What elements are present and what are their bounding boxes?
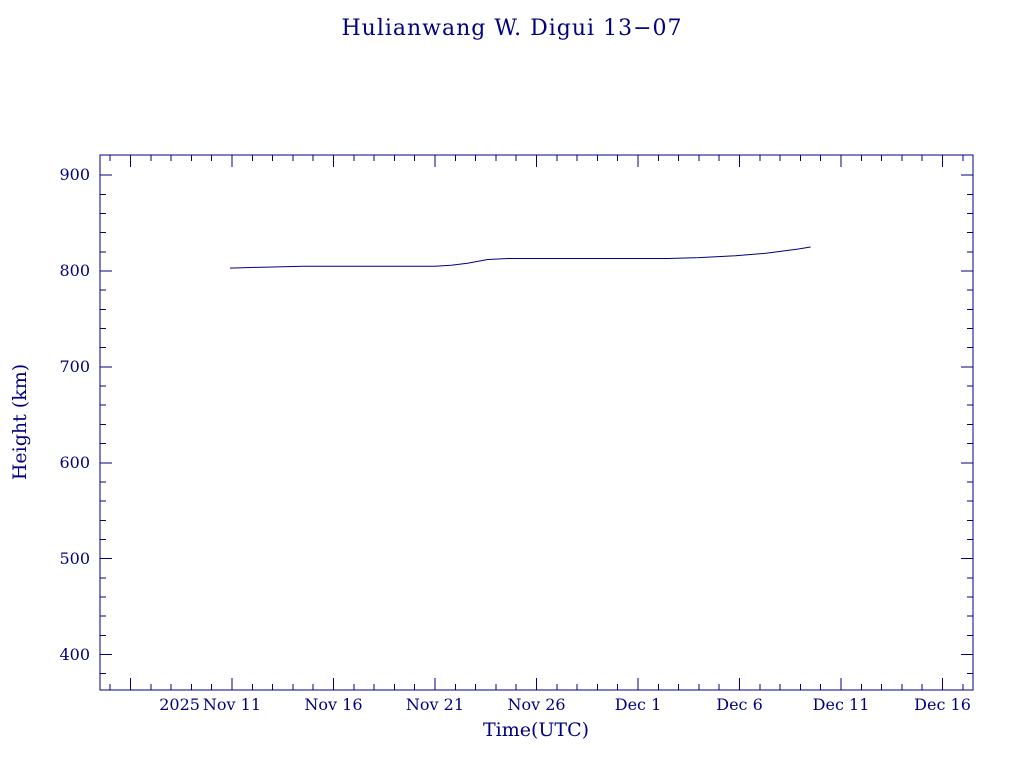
height-series-line <box>229 246 811 269</box>
y-tick-label: 400 <box>59 644 90 664</box>
x-tick-label: Nov 11 <box>202 695 262 714</box>
y-tick-label: 800 <box>59 261 90 280</box>
x-tick-year-prefix: 2025 <box>159 695 200 714</box>
x-tick-label: Dec 1 <box>614 695 662 714</box>
plot-frame <box>99 154 974 691</box>
y-tick-label: 700 <box>59 356 90 376</box>
x-axis-title: Time(UTC) <box>482 719 590 741</box>
y-axis-title: Height (km) <box>9 363 31 481</box>
x-tick-label: Dec 16 <box>914 695 971 714</box>
x-tick-label: Nov 21 <box>405 695 465 714</box>
y-tick-label: 500 <box>59 548 90 568</box>
x-tick-label: Dec 11 <box>812 695 870 714</box>
y-tick-label: 600 <box>59 452 90 472</box>
x-tick-label: Nov 26 <box>507 695 566 714</box>
x-tick-label: Dec 6 <box>716 695 763 714</box>
chart-title: Hulianwang W. Digui 13−07 <box>341 16 683 41</box>
y-tick-label: 900 <box>59 165 90 185</box>
x-tick-label: Nov 16 <box>304 695 363 714</box>
